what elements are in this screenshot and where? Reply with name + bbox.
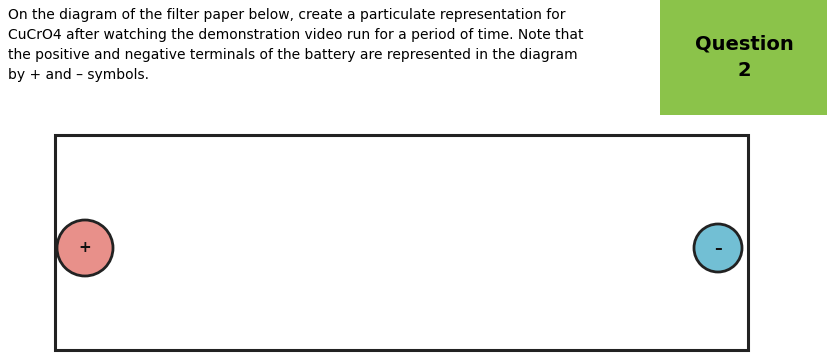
Ellipse shape [57,220,112,276]
Text: On the diagram of the filter paper below, create a particulate representation fo: On the diagram of the filter paper below… [8,8,583,82]
FancyBboxPatch shape [659,0,827,115]
Text: Question
2: Question 2 [694,35,792,80]
FancyBboxPatch shape [55,135,747,350]
Text: –: – [713,241,721,256]
Text: +: + [79,241,91,256]
Ellipse shape [693,224,741,272]
